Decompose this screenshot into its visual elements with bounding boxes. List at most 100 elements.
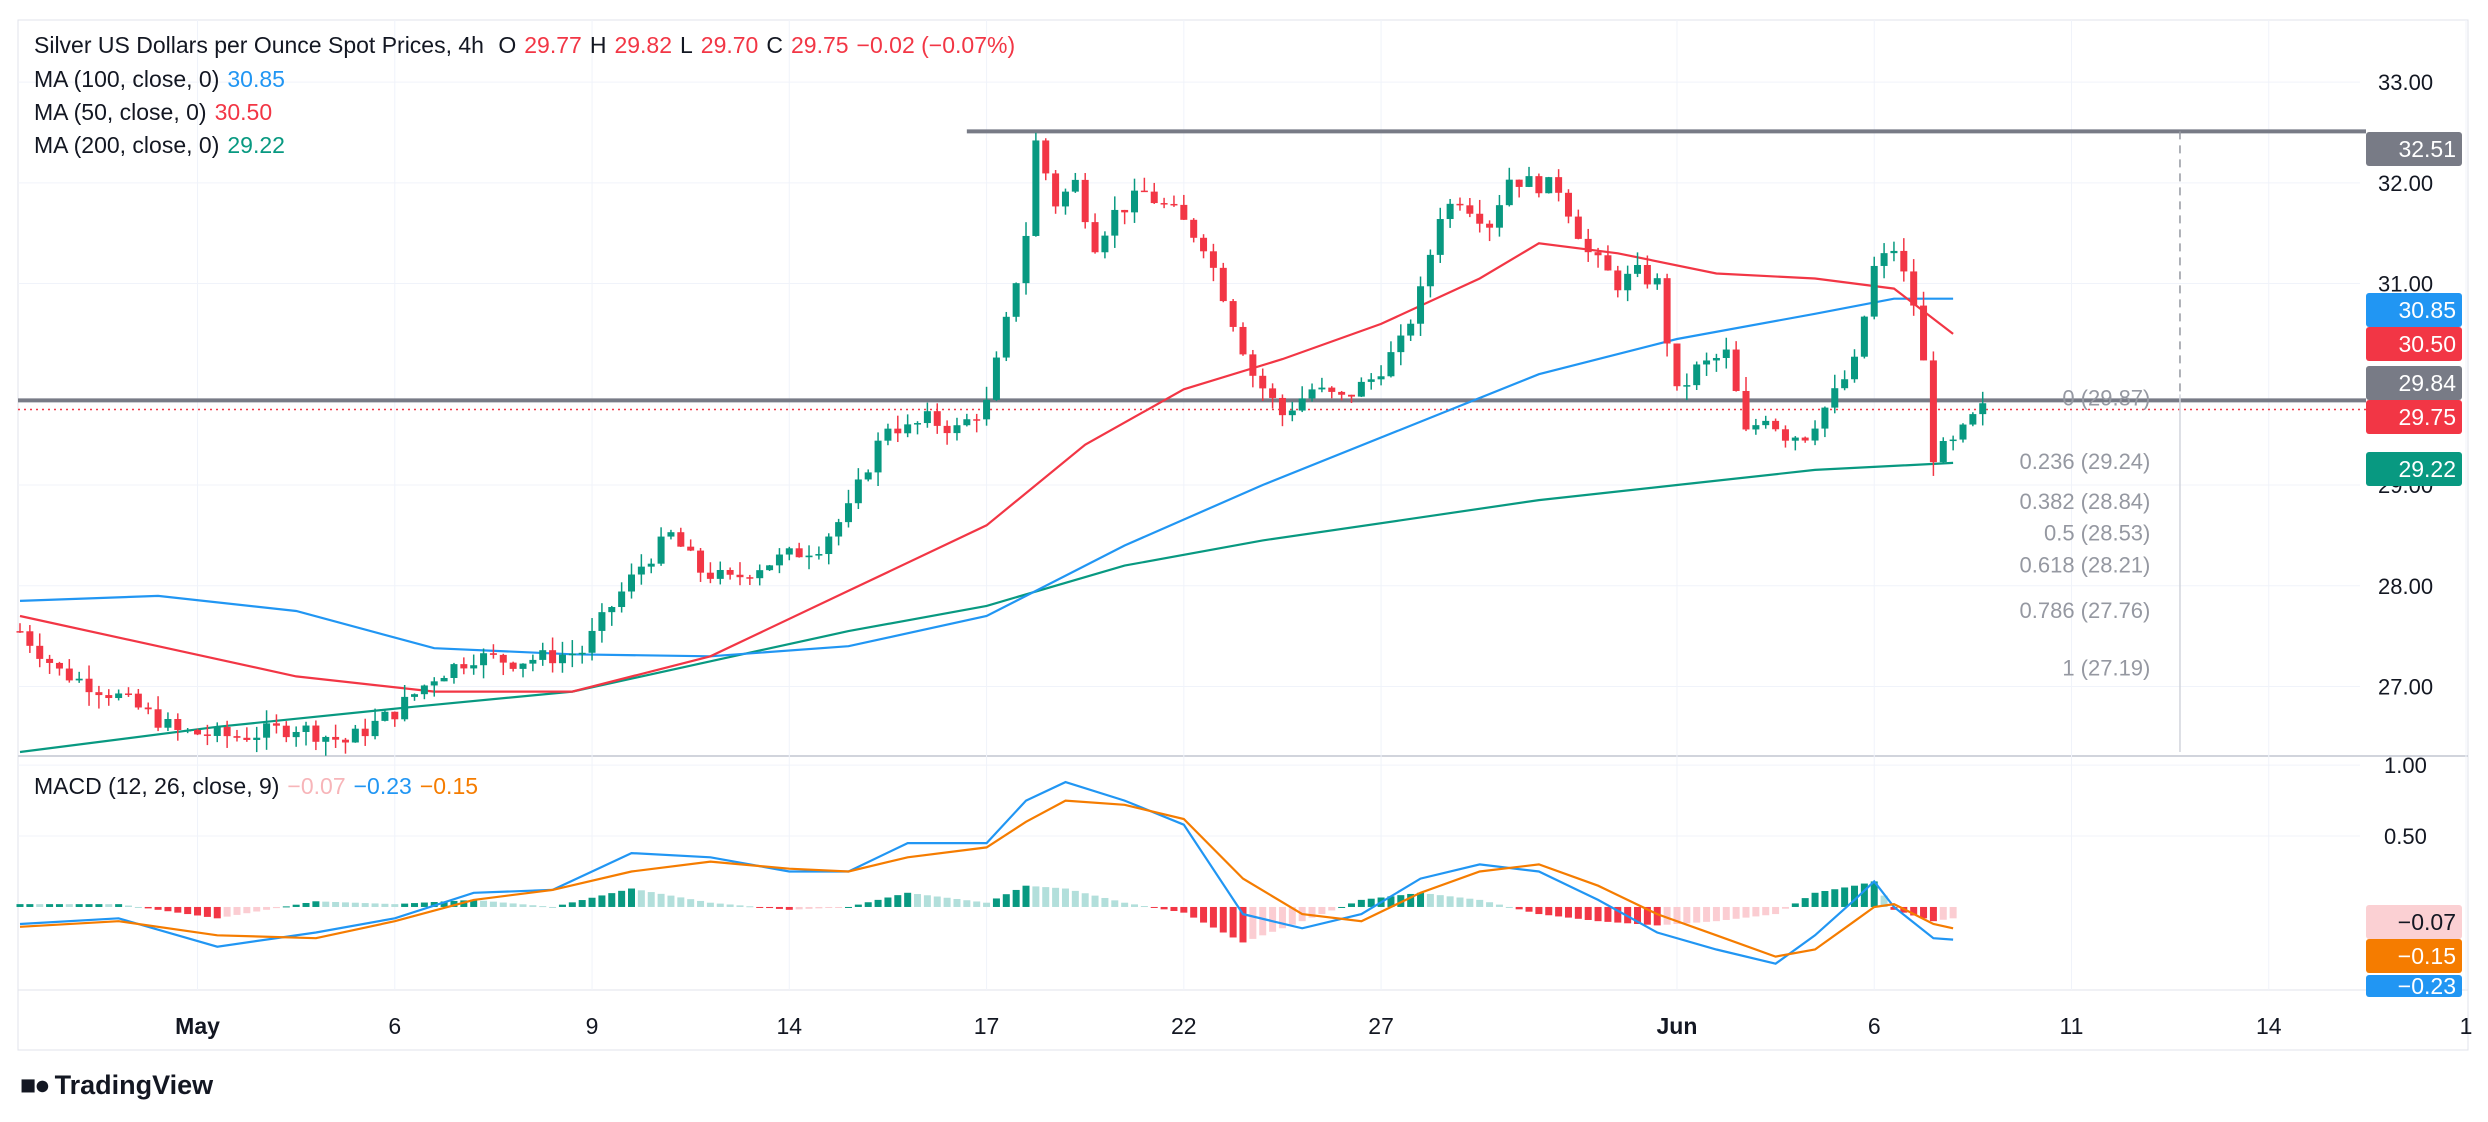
macd-histogram-bar (618, 890, 626, 907)
candle-body (1486, 223, 1494, 228)
candle-up (568, 640, 576, 668)
macd-histogram-bar (1209, 906, 1217, 928)
candle-down (1929, 351, 1937, 476)
macd-histogram-bar (608, 893, 616, 907)
candle-down (124, 687, 132, 697)
candle-body (420, 685, 428, 695)
macd-histogram-bar (1535, 906, 1543, 915)
candle-body (914, 423, 922, 425)
candle-body (1929, 360, 1937, 463)
candle-body (203, 734, 211, 736)
candle-body (1091, 222, 1099, 253)
macd-histogram-bar (499, 902, 507, 907)
candle-body (1081, 179, 1089, 223)
candle-down (1081, 173, 1089, 229)
candle-up (1308, 383, 1316, 402)
candle-body (460, 664, 468, 669)
macd-histogram-bar (1417, 892, 1425, 907)
candle-up (213, 722, 221, 743)
macd-histogram-bar (509, 903, 517, 907)
candle-body (1200, 237, 1208, 252)
macd-name: MACD (12, 26, close, 9) (34, 773, 280, 799)
macd-histogram-bar (835, 906, 843, 908)
macd-histogram-bar (1712, 906, 1720, 922)
candle-body (1979, 403, 1987, 415)
macd-histogram-bar (637, 890, 645, 907)
candle-body (292, 731, 300, 738)
macd-histogram-bar (1949, 906, 1957, 919)
candle-body (628, 574, 635, 592)
candle-down (1594, 247, 1602, 268)
macd-histogram-bar (1781, 906, 1789, 909)
candle-up (1831, 374, 1839, 414)
ma200-legend[interactable]: MA (200, close, 0) 29.22 (34, 130, 293, 160)
candle-down (1742, 377, 1750, 432)
candle-up (371, 708, 379, 740)
candle-down (361, 718, 369, 746)
candle-body (391, 711, 399, 720)
candle-body (726, 569, 734, 575)
candle-down (677, 527, 685, 547)
ma200-value: 29.22 (227, 132, 285, 158)
macd-histogram-bar (1259, 906, 1267, 936)
macd-histogram-bar (381, 903, 389, 907)
macd-histogram-bar (756, 906, 764, 908)
candle-down (1900, 238, 1908, 282)
ma50-legend[interactable]: MA (50, close, 0) 30.50 (34, 97, 280, 127)
candle-up (1722, 337, 1730, 369)
price-tick-label: 28.00 (2378, 574, 2433, 599)
candle-body (361, 728, 369, 737)
candle-up (825, 533, 833, 565)
macd-histogram-bar (1338, 906, 1346, 908)
macd-histogram-bar (302, 902, 310, 907)
macd-histogram-bar (243, 906, 251, 914)
candle-body (785, 548, 793, 555)
macd-histogram-bar (401, 903, 409, 907)
open-value: 29.77 (524, 32, 582, 58)
candle-up (1880, 243, 1888, 279)
candle-body (312, 725, 320, 742)
candle-body (1347, 394, 1355, 397)
macd-histogram-bar (1772, 906, 1780, 915)
macd-histogram-bar (1200, 906, 1208, 923)
macd-histogram-bar (1288, 906, 1296, 925)
macd-histogram-bar (16, 904, 24, 907)
grid (17, 19, 2469, 1051)
candle-down (736, 562, 744, 586)
candle-body (1190, 219, 1198, 238)
candle-body (440, 677, 448, 682)
macd-legend[interactable]: MACD (12, 26, close, 9) −0.07 −0.23 −0.15 (34, 771, 486, 801)
candle-body (677, 532, 685, 547)
candle-down (154, 696, 162, 732)
candle-body (1772, 420, 1780, 430)
candle-body (1160, 203, 1168, 205)
candle-body (450, 664, 458, 678)
candle-up (1752, 418, 1760, 435)
candle-body (1131, 190, 1139, 213)
candle-down (1732, 341, 1740, 392)
macd-histogram-bar (1663, 906, 1671, 925)
candle-body (302, 725, 310, 732)
macd-histogram-bar (341, 902, 349, 907)
fib-level-label: 0.5 (28.53) (2044, 520, 2150, 545)
candle-up (1298, 386, 1306, 413)
macd-histogram-bar (312, 901, 320, 907)
macd-histogram-bar (1653, 906, 1661, 926)
macd-histogram-bar (785, 906, 793, 910)
macd-histogram-bar (194, 906, 202, 916)
candle-body (509, 662, 517, 669)
candle-body (332, 736, 340, 740)
macd-histogram-bar (884, 897, 892, 907)
candle-body (1338, 391, 1346, 395)
last-price-badge: 29.75 (2366, 400, 2462, 434)
candle-up (756, 564, 764, 586)
macd-histogram-bar (164, 906, 172, 912)
macd-histogram-bar (1357, 899, 1365, 907)
candle-body (1466, 205, 1474, 214)
candle-down (1259, 368, 1267, 401)
tradingview-watermark[interactable]: ■● TradingView (20, 1070, 213, 1101)
time-tick-label: 1 (2460, 1013, 2473, 1039)
candle-down (332, 724, 340, 748)
low-label: L (680, 32, 693, 58)
ma100-legend[interactable]: MA (100, close, 0) 30.85 (34, 64, 293, 94)
